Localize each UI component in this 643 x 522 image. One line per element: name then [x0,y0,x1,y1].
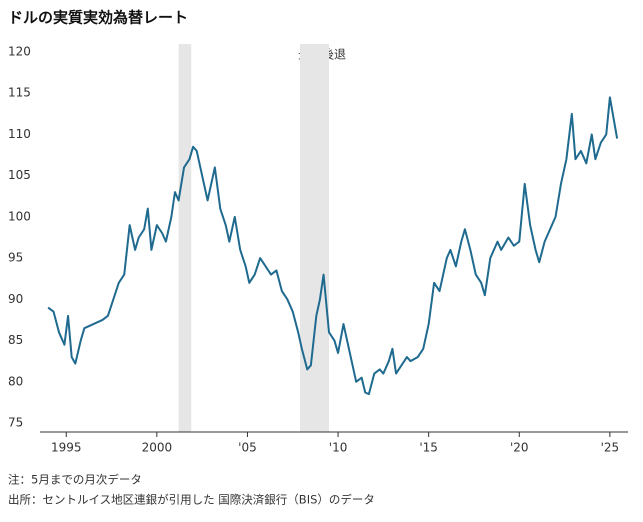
chart-title: ドルの実質実効為替レート [8,9,188,27]
y-tick-label: 90 [8,292,23,306]
y-tick-label: 105 [8,168,31,182]
y-tick-label: 110 [8,127,31,141]
x-tick-label: '10 [329,441,348,455]
recession-band [300,44,329,432]
x-tick-label: '05 [238,441,257,455]
y-tick-label: 95 [8,251,23,265]
y-tick-label: 120 [8,45,31,59]
x-tick-label: 2000 [142,441,173,455]
y-tick-label: 75 [8,416,23,430]
y-tick-label: 85 [8,333,23,347]
x-tick-label: '20 [510,441,529,455]
note: 出所：セントルイス地区連銀が引用した 国際決済銀行（BIS）のデータ [8,493,375,507]
y-tick-label: 115 [8,86,31,100]
x-tick-label: '25 [601,441,620,455]
recession-band [178,44,192,432]
data-line [47,96,619,396]
x-tick-label: 1995 [51,441,82,455]
y-tick-label: 100 [8,209,31,223]
y-tick-label: 80 [8,374,23,388]
note: 注：5月までの月次データ [8,473,142,487]
x-tick-label: '15 [419,441,438,455]
